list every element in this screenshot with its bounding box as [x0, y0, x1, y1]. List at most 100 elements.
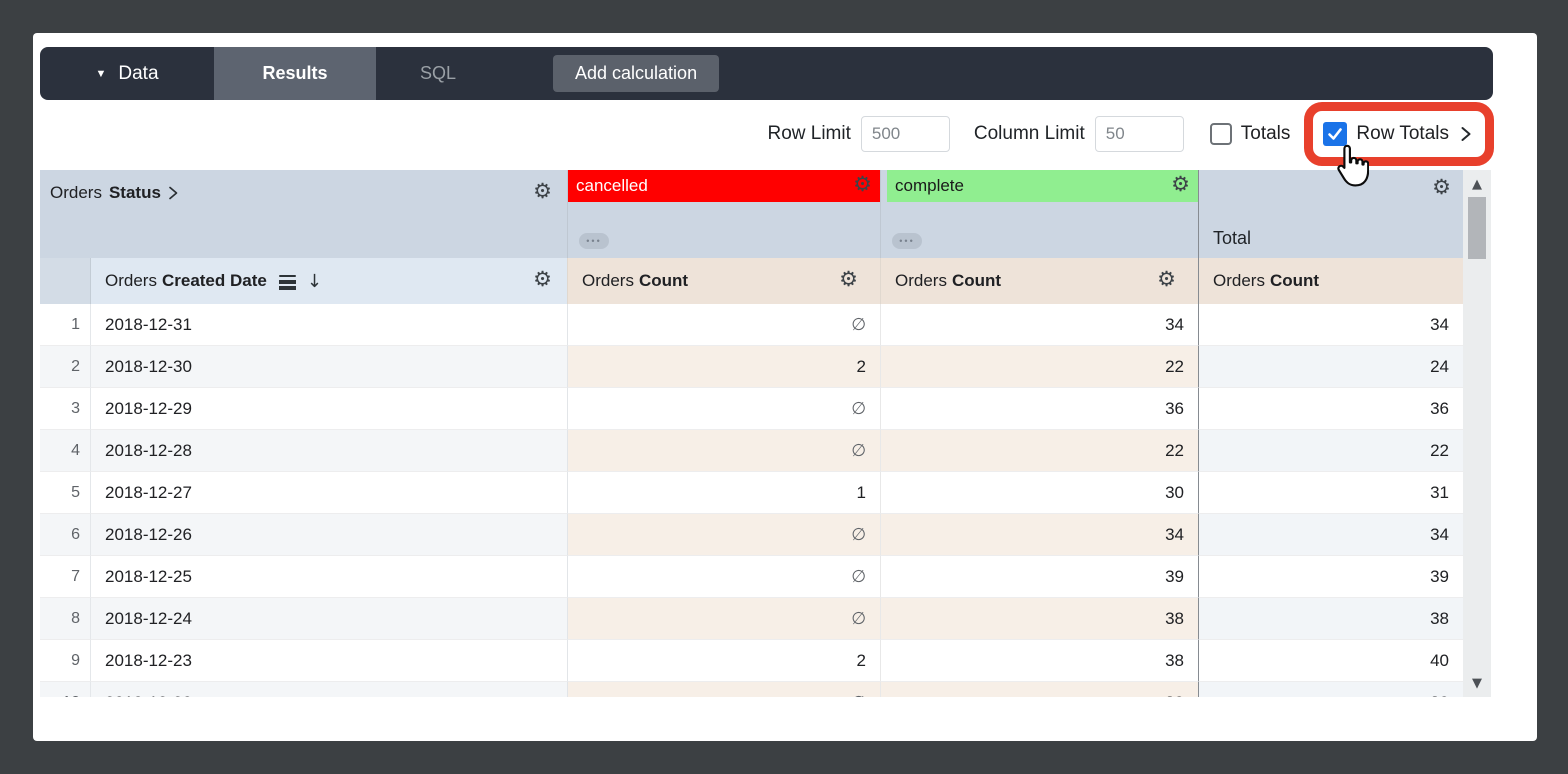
cell-cancelled-count[interactable]: 2: [567, 640, 880, 682]
cell-created-date[interactable]: 2018-12-28: [90, 430, 567, 472]
dimension-field-label: Status: [108, 183, 161, 202]
row-totals-checkbox[interactable]: [1323, 122, 1348, 146]
data-section-toggle[interactable]: ▼ Data: [40, 47, 214, 100]
cell-total-count[interactable]: 40: [1198, 640, 1463, 682]
scroll-up-icon[interactable]: ▲: [1472, 176, 1482, 192]
column-limit-input[interactable]: [1094, 116, 1184, 152]
totals-checkbox-group[interactable]: Totals: [1209, 123, 1291, 145]
cell-created-date[interactable]: 2018-12-30: [90, 346, 567, 388]
tab-results[interactable]: Results: [214, 47, 376, 100]
row-number: 1: [40, 304, 90, 346]
totals-label: Totals: [1240, 123, 1291, 144]
column-limit-label: Column Limit: [973, 123, 1085, 144]
cell-complete-count[interactable]: 34: [880, 514, 1198, 556]
cell-total-count[interactable]: 38: [1198, 682, 1463, 697]
gear-icon[interactable]: ⚙: [853, 172, 872, 196]
pivot-header-total[interactable]: ⚙ Total: [1198, 170, 1463, 258]
cell-complete-count[interactable]: 38: [880, 598, 1198, 640]
gear-icon[interactable]: ⚙: [1157, 267, 1176, 291]
cell-complete-count[interactable]: 36: [880, 388, 1198, 430]
query-controls: Row Limit Column Limit Totals Row Totals: [33, 102, 1494, 187]
cell-created-date[interactable]: 2018-12-22: [90, 682, 567, 697]
scroll-down-icon[interactable]: ▼: [1472, 675, 1482, 691]
cell-complete-count[interactable]: 22: [880, 430, 1198, 472]
cell-cancelled-count[interactable]: ∅: [567, 556, 880, 598]
cell-complete-count[interactable]: 38: [880, 640, 1198, 682]
date-column-header[interactable]: Orders Created Date ↓ ⚙: [90, 258, 567, 304]
cell-cancelled-count[interactable]: ∅: [567, 598, 880, 640]
cell-created-date[interactable]: 2018-12-24: [90, 598, 567, 640]
measure-view-label: Orders: [582, 271, 634, 290]
cell-total-count[interactable]: 34: [1198, 304, 1463, 346]
tab-sql[interactable]: SQL: [419, 63, 457, 83]
cell-total-count[interactable]: 31: [1198, 472, 1463, 514]
row-number: 2: [40, 346, 90, 388]
measure-header-cancelled[interactable]: Orders Count ⚙: [567, 258, 880, 304]
cell-created-date[interactable]: 2018-12-23: [90, 640, 567, 682]
date-view-label: Orders: [105, 271, 157, 290]
pivot-options-pill[interactable]: •••: [892, 233, 922, 249]
add-calculation-button[interactable]: Add calculation: [553, 55, 720, 92]
row-number: 9: [40, 640, 90, 682]
totals-checkbox[interactable]: [1209, 123, 1232, 145]
row-number: 7: [40, 556, 90, 598]
gear-icon[interactable]: ⚙: [1432, 175, 1451, 199]
cell-created-date[interactable]: 2018-12-27: [90, 472, 567, 514]
caret-down-icon: ▼: [95, 68, 107, 80]
cell-total-count[interactable]: 36: [1198, 388, 1463, 430]
measure-header-total[interactable]: Orders Count: [1198, 258, 1463, 304]
row-limit-input[interactable]: [860, 116, 950, 152]
date-group-layers-icon[interactable]: [278, 274, 296, 288]
gear-icon[interactable]: ⚙: [1171, 172, 1190, 196]
cell-total-count[interactable]: 24: [1198, 346, 1463, 388]
cell-complete-count[interactable]: 39: [880, 556, 1198, 598]
data-bar: ▼ Data Results SQL Add calculation: [40, 47, 1493, 100]
measure-field-label: Count: [951, 271, 1002, 290]
vertical-scrollbar[interactable]: ▲ ▼: [1463, 170, 1491, 697]
date-field-label: Created Date: [161, 271, 267, 290]
pivot-header-complete[interactable]: complete ⚙ •••: [880, 170, 1198, 258]
cell-created-date[interactable]: 2018-12-29: [90, 388, 567, 430]
measure-view-label: Orders: [895, 271, 947, 290]
measure-header-complete[interactable]: Orders Count ⚙: [880, 258, 1198, 304]
cell-cancelled-count[interactable]: ∅: [567, 304, 880, 346]
pivot-dimension-header[interactable]: Orders Status ⚙: [40, 170, 567, 258]
row-number: 3: [40, 388, 90, 430]
cell-cancelled-count[interactable]: ∅: [567, 430, 880, 472]
cell-created-date[interactable]: 2018-12-31: [90, 304, 567, 346]
row-number-header: [40, 258, 90, 304]
pivot-options-pill[interactable]: •••: [579, 233, 609, 249]
cell-total-count[interactable]: 39: [1198, 556, 1463, 598]
scrollbar-thumb[interactable]: [1468, 197, 1486, 259]
checkmark-icon: [1328, 128, 1343, 140]
cell-total-count[interactable]: 22: [1198, 430, 1463, 472]
cell-cancelled-count[interactable]: ∅: [567, 682, 880, 697]
row-number: 4: [40, 430, 90, 472]
cell-cancelled-count[interactable]: ∅: [567, 388, 880, 430]
sort-descending-icon[interactable]: ↓: [306, 270, 322, 292]
pivot-header-cancelled[interactable]: cancelled ⚙ •••: [567, 170, 880, 258]
gear-icon[interactable]: ⚙: [839, 267, 858, 291]
cell-cancelled-count[interactable]: 1: [567, 472, 880, 514]
total-column-label: Total: [1213, 228, 1252, 248]
cell-cancelled-count[interactable]: ∅: [567, 514, 880, 556]
gear-icon[interactable]: ⚙: [533, 267, 552, 291]
data-bar-label: Data: [118, 62, 159, 84]
cell-total-count[interactable]: 38: [1198, 598, 1463, 640]
cell-cancelled-count[interactable]: 2: [567, 346, 880, 388]
cell-complete-count[interactable]: 38: [880, 682, 1198, 697]
cell-complete-count[interactable]: 34: [880, 304, 1198, 346]
measure-field-label: Count: [638, 271, 689, 290]
gear-icon[interactable]: ⚙: [533, 179, 552, 203]
row-number: 10: [40, 682, 90, 697]
cell-created-date[interactable]: 2018-12-25: [90, 556, 567, 598]
cell-total-count[interactable]: 34: [1198, 514, 1463, 556]
cell-complete-count[interactable]: 30: [880, 472, 1198, 514]
explore-results-panel: ▼ Data Results SQL Add calculation Row L…: [33, 33, 1537, 741]
chevron-right-icon: [1461, 127, 1471, 141]
cell-created-date[interactable]: 2018-12-26: [90, 514, 567, 556]
row-number: 5: [40, 472, 90, 514]
cell-complete-count[interactable]: 22: [880, 346, 1198, 388]
dimension-view-label: Orders: [50, 183, 102, 202]
pivot-value-label: complete: [895, 176, 964, 195]
